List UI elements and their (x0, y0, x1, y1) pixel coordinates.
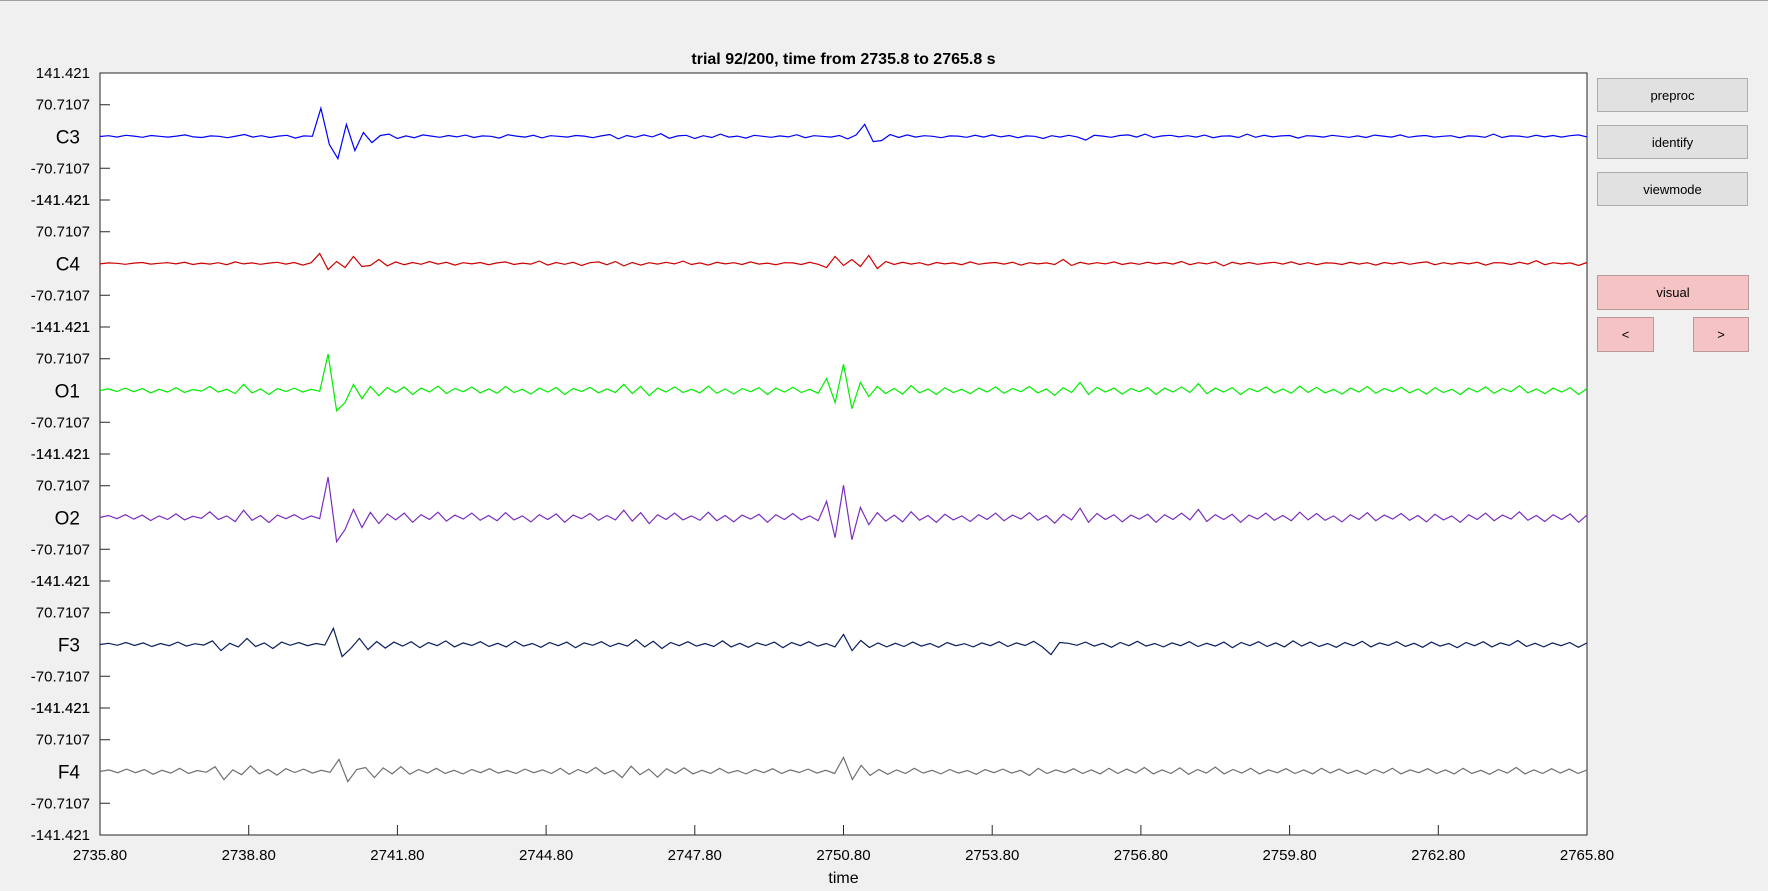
trace-c3 (99, 105, 1588, 161)
channel-label: C4 (56, 255, 81, 276)
y-tick-label: 70.7107 (36, 97, 90, 114)
y-tick-label: 141.421 (36, 700, 90, 717)
x-tick-label: 2741.80 (370, 847, 424, 864)
x-axis: 2735.80 2738.80 2741.80 2744.80 2747.80 2750.… (73, 825, 1614, 864)
visual-button[interactable]: visual (1597, 275, 1749, 310)
x-tick-label: 2753.80 (965, 847, 1019, 864)
y-tick-label: -70.7107 (31, 287, 90, 304)
y-tick-label: -70.7107 (31, 541, 90, 558)
trace-o1 (99, 353, 1588, 412)
x-tick-label: 2738.80 (222, 847, 276, 864)
x-tick-label: 2735.80 (73, 847, 127, 864)
axes-background (99, 72, 1588, 836)
trace-f3 (99, 626, 1588, 658)
window-top-border (0, 0, 1768, 1)
x-tick-label: 2750.80 (816, 847, 870, 864)
identify-button[interactable]: identify (1597, 125, 1748, 159)
previous-trial-button[interactable]: < (1597, 317, 1654, 352)
next-trial-button[interactable]: > (1693, 317, 1749, 352)
channel-traces (99, 105, 1588, 783)
channel-label: F3 (58, 636, 80, 657)
y-tick-label: -141.421 (31, 192, 90, 209)
x-tick-label: 2756.80 (1114, 847, 1168, 864)
y-tick-label: -141.421 (31, 573, 90, 590)
channel-label: O2 (55, 509, 80, 530)
y-tick-label: 70.7107 (36, 732, 90, 749)
y-axis: 141.421 70.7107 -70.7107 -141.421 C3 141.421 7… (31, 65, 110, 844)
y-tick-label: -70.7107 (31, 414, 90, 431)
plot-title: trial 92/200, time from 2735.8 to 2765.8… (691, 51, 995, 68)
x-tick-label: 2747.80 (668, 847, 722, 864)
channel-label: F4 (58, 763, 81, 784)
y-tick-label: 70.7107 (36, 224, 90, 241)
x-tick-label: 2759.80 (1262, 847, 1316, 864)
trace-c4 (99, 252, 1588, 271)
y-tick-label: -70.7107 (31, 668, 90, 685)
y-tick-label: 141.421 (36, 319, 90, 336)
y-tick-label: -70.7107 (31, 795, 90, 812)
trace-o2 (99, 476, 1588, 544)
y-tick-label: -141.421 (31, 319, 90, 336)
channel-label: C3 (56, 128, 80, 149)
x-tick-label: 2744.80 (519, 847, 573, 864)
y-tick-label: 70.7107 (36, 478, 90, 495)
x-tick-label: 2765.80 (1560, 847, 1614, 864)
channel-label: O1 (55, 382, 80, 403)
y-tick-label: 70.7107 (36, 351, 90, 368)
x-tick-label: 2762.80 (1411, 847, 1465, 864)
y-tick-label: -141.421 (31, 827, 90, 844)
y-tick-label: 141.421 (36, 192, 90, 209)
viewmode-button[interactable]: viewmode (1597, 172, 1748, 206)
y-tick-label: -141.421 (31, 700, 90, 717)
y-tick-label: 141.421 (36, 573, 90, 590)
trace-f4 (99, 756, 1588, 783)
y-tick-label: 70.7107 (36, 605, 90, 622)
x-axis-label: time (828, 870, 858, 887)
y-tick-label: 141.421 (36, 446, 90, 463)
preproc-button[interactable]: preproc (1597, 78, 1748, 112)
y-tick-label: -141.421 (31, 446, 90, 463)
y-tick-label: -70.7107 (31, 160, 90, 177)
y-tick-label: 141.421 (36, 65, 90, 82)
